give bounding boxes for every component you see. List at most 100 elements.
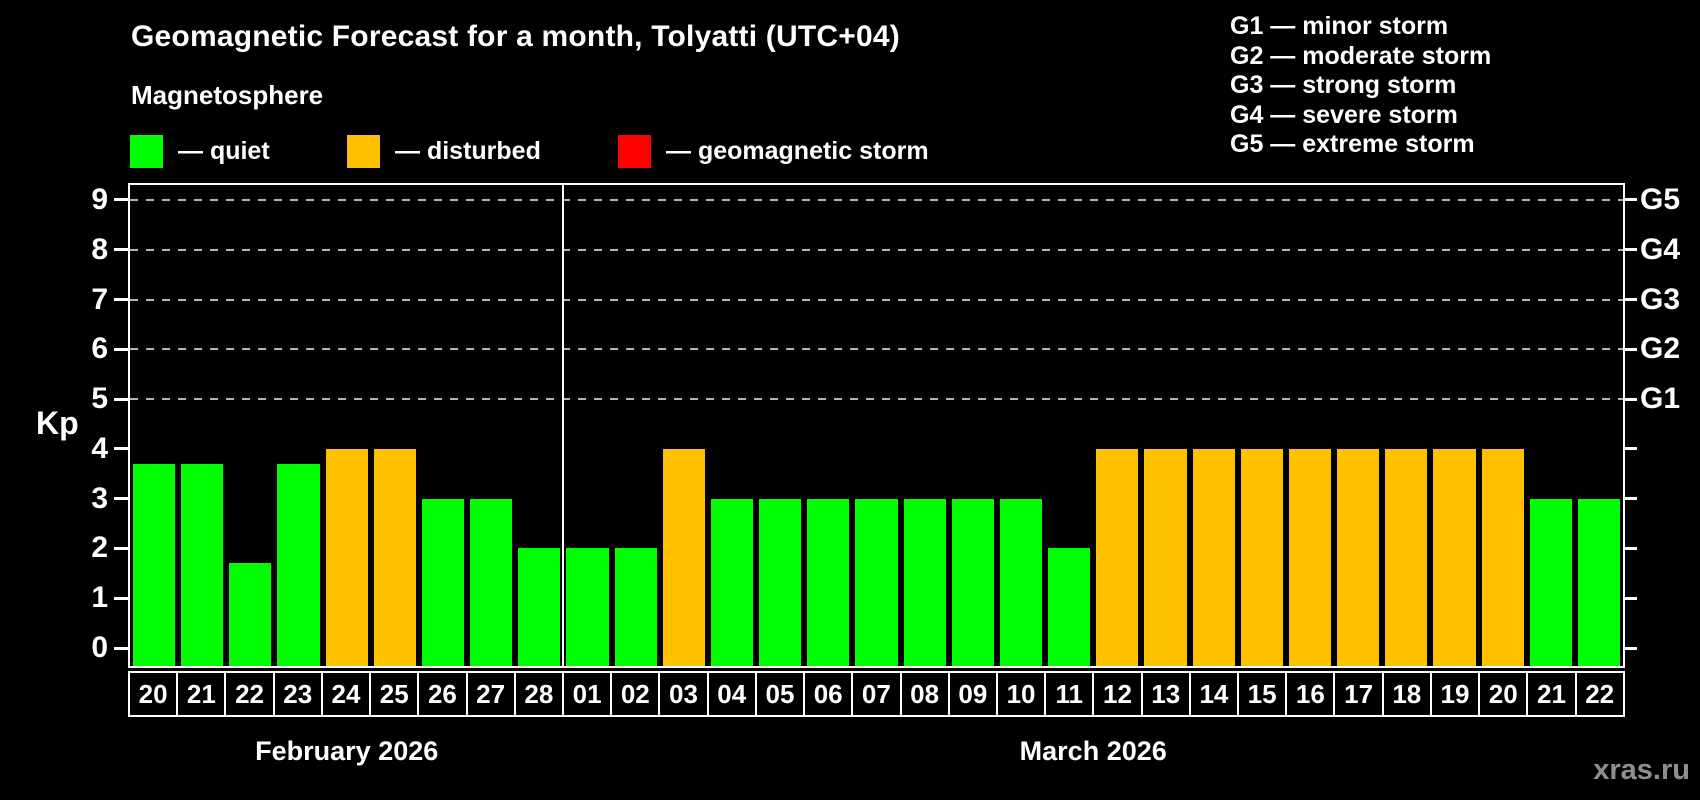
y-axis-tick <box>114 198 128 202</box>
gridline-kp6 <box>130 348 1623 351</box>
gridline-kp9 <box>130 198 1623 201</box>
date-axis: 20 21 22 23 24 25 26 27 28 01 02 03 04 05 06 07 08 09 10 11… <box>128 671 1625 717</box>
date-cell: 18 <box>1381 671 1430 717</box>
g-level-label: G3 <box>1640 282 1681 316</box>
gscale-legend-line: G4 — severe storm <box>1230 100 1458 129</box>
month-label: March 2026 <box>1019 736 1167 766</box>
y-tick-label: 1 <box>91 581 108 615</box>
date-cell: 04 <box>706 671 755 717</box>
kp-bar <box>1529 498 1572 666</box>
y-axis-title: Kp <box>36 405 79 442</box>
kp-bar <box>229 563 272 666</box>
date-cell: 13 <box>1140 671 1189 717</box>
y-tick-label: 9 <box>91 182 108 216</box>
y-axis-tick <box>114 497 128 501</box>
date-cell: 14 <box>1188 671 1238 717</box>
date-cell: 07 <box>851 671 900 717</box>
kp-bar <box>373 448 416 666</box>
date-cell: 21 <box>1526 671 1575 717</box>
y-tick-label: 4 <box>91 431 108 465</box>
kp-bar <box>421 498 465 666</box>
date-cell: 23 <box>272 671 321 717</box>
kp-bar <box>1240 448 1283 666</box>
kp-bar <box>566 548 609 666</box>
date-cell: 22 <box>1574 671 1625 717</box>
kp-bar <box>807 498 850 666</box>
g-level-label: G2 <box>1640 332 1681 366</box>
kp-bar <box>903 498 946 666</box>
plot-area <box>128 183 1625 668</box>
date-cell: 10 <box>995 671 1045 717</box>
date-cell: 20 <box>1478 671 1527 717</box>
date-cell: 09 <box>947 671 996 717</box>
right-axis-tick <box>1623 546 1637 550</box>
kp-bar <box>470 498 513 666</box>
kp-bar <box>133 463 176 666</box>
g-level-label: G4 <box>1640 232 1681 266</box>
date-cell: 26 <box>417 671 466 717</box>
kp-bar <box>1433 448 1476 666</box>
kp-bar <box>1577 498 1620 666</box>
kp-bar <box>1192 448 1235 666</box>
right-axis-tick <box>1623 596 1637 600</box>
date-cell: 24 <box>320 671 370 717</box>
y-tick-label: 5 <box>91 382 108 416</box>
y-tick-label: 3 <box>91 481 108 515</box>
legend-swatch-storm <box>618 135 651 168</box>
right-axis-tick <box>1623 298 1637 302</box>
kp-bar <box>855 498 898 666</box>
y-tick-label: 7 <box>91 282 108 316</box>
date-cell: 21 <box>176 671 225 717</box>
kp-bar <box>999 498 1043 666</box>
right-axis-tick <box>1623 347 1637 351</box>
y-axis-tick <box>114 248 128 252</box>
kp-bar <box>1288 448 1332 666</box>
kp-bar <box>1096 448 1139 666</box>
kp-bar <box>710 498 754 666</box>
y-tick-label: 0 <box>91 631 108 664</box>
date-cell: 05 <box>754 671 804 717</box>
right-axis-tick <box>1623 497 1637 501</box>
magnetosphere-label: Magnetosphere <box>131 80 324 110</box>
gridline-kp8 <box>130 248 1623 251</box>
chart-title: Geomagnetic Forecast for a month, Tolyat… <box>131 20 900 53</box>
kp-bar <box>1144 448 1187 666</box>
date-cell: 16 <box>1285 671 1334 717</box>
kp-bar <box>518 548 561 666</box>
kp-bar <box>614 548 657 666</box>
legend-label: — disturbed <box>395 137 541 165</box>
kp-bar <box>1337 448 1380 666</box>
kp-bar <box>951 498 994 666</box>
date-cell: 06 <box>803 671 852 717</box>
kp-bar <box>1481 448 1524 666</box>
gscale-legend-line: G5 — extreme storm <box>1230 130 1475 159</box>
y-tick-label: 8 <box>91 232 108 266</box>
y-tick-label: 6 <box>91 332 108 366</box>
month-label: February 2026 <box>255 736 439 766</box>
legend-swatch-disturbed <box>347 135 380 168</box>
month-separator <box>562 185 565 666</box>
kp-bar <box>759 498 802 666</box>
date-cell: 19 <box>1429 671 1479 717</box>
legend-label: — geomagnetic storm <box>666 137 929 165</box>
gscale-legend-line: G1 — minor storm <box>1230 12 1449 40</box>
kp-bar <box>325 448 368 666</box>
date-cell: 15 <box>1237 671 1286 717</box>
right-axis-tick <box>1623 198 1637 202</box>
right-axis-tick <box>1623 646 1637 650</box>
gridline-kp7 <box>130 298 1623 301</box>
date-cell: 27 <box>465 671 514 717</box>
date-cell: 20 <box>128 671 177 717</box>
y-axis-tick <box>114 447 128 451</box>
date-cell: 03 <box>658 671 707 717</box>
gridline-kp5 <box>130 398 1623 401</box>
y-axis-tick <box>114 646 128 650</box>
g-level-label: G1 <box>1640 382 1681 416</box>
date-cell: 08 <box>899 671 948 717</box>
date-cell: 02 <box>610 671 659 717</box>
y-axis-tick <box>114 347 128 351</box>
kp-bar <box>277 463 320 666</box>
date-cell: 22 <box>224 671 273 717</box>
y-axis-tick <box>114 397 128 401</box>
